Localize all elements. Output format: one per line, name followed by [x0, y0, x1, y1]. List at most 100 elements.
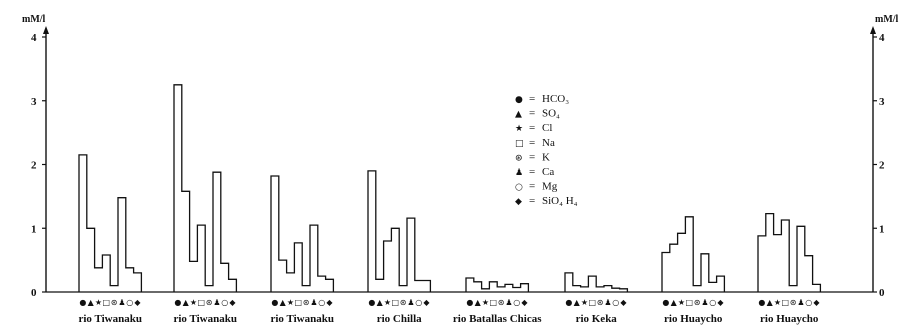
category-label: rio Huaycho — [760, 313, 819, 325]
bar-K — [789, 286, 797, 292]
legend-label: Cl — [542, 122, 552, 134]
bar-SO4 — [376, 279, 384, 292]
river-groups: ● ▲ ★ □ ⊛ ♟ ○ ◆rio Tiwanaku ● ▲ ★ □ ⊛ ♟ ○ ◆rio Tiwanaku… — [78, 84, 822, 325]
ion-marker-Mg: ○ — [612, 298, 619, 307]
legend-item-HCO3: ● = HCO₃ — [515, 93, 569, 105]
group-6: ● ▲ ★ □ ⊛ ♟ ○ ◆rio Keka — [564, 272, 629, 325]
ion-marker-K: ⊛ — [498, 298, 505, 307]
ion-marker-Na: □ — [589, 298, 597, 307]
bar-Cl — [581, 287, 589, 292]
legend-item-Cl: ★ = Cl — [515, 122, 552, 134]
bar-SiO4H4 — [521, 284, 529, 292]
legend-label: Ca — [542, 166, 554, 178]
ion-marker-Cl: ★ — [95, 298, 102, 307]
right-tick-label: 3 — [879, 96, 885, 108]
right-y-axis-unit: mM/l — [875, 14, 899, 25]
group-outline — [757, 212, 822, 292]
group-3: ● ▲ ★ □ ⊛ ♟ ○ ◆ rio Tiwanaku — [270, 175, 335, 325]
legend-label: SO₄ — [542, 108, 560, 120]
legend-label: Na — [542, 137, 555, 149]
ion-marker-Ca: ♟ — [118, 298, 125, 307]
ion-marker-Ca: ♟ — [505, 298, 512, 307]
bar-SO4 — [766, 214, 774, 292]
bar-SiO4H4 — [326, 279, 334, 292]
ion-marker-SiO4H4: ◆ — [229, 298, 236, 307]
right-y-axis: mM/l 0 1 2 3 4 — [870, 14, 899, 299]
group-8: ● ▲ ★ □ ⊛ ♟ ○ ◆ rio Huaycho — [757, 212, 822, 325]
bar-Mg — [221, 263, 229, 292]
ion-marker-Na: □ — [490, 298, 498, 307]
ion-marker-Mg: ○ — [805, 298, 812, 307]
ion-marker-Ca: ♟ — [310, 298, 317, 307]
ion-marker-Mg: ○ — [415, 298, 422, 307]
bar-Cl — [95, 268, 103, 292]
legend-item-SO4: ▲ = SO₄ — [515, 108, 560, 120]
legend-item-Mg: ○ = Mg — [515, 181, 558, 193]
bar-SiO4H4 — [813, 284, 821, 292]
bar-HCO3 — [662, 252, 670, 292]
bar-Ca — [407, 218, 415, 292]
ion-marker-K: ⊛ — [303, 298, 310, 307]
bar-HCO3 — [466, 278, 474, 292]
legend-item-K: ⊛ = K — [515, 151, 550, 163]
right-tick-label: 4 — [879, 32, 885, 44]
legend-item-SiO4H4: ◆ = SiO₄ H₄ — [515, 195, 578, 207]
bar-Mg — [415, 281, 423, 292]
legend-symbol: ○ — [515, 183, 523, 193]
bar-Cl — [384, 241, 392, 292]
group-1: ● ▲ ★ □ ⊛ ♟ ○ ◆ rio Tiwanaku — [78, 154, 143, 325]
bar-SO4 — [87, 228, 95, 292]
bar-K — [205, 286, 213, 292]
bar-Cl — [678, 233, 686, 292]
left-axis-arrow — [43, 26, 49, 34]
group-5: ● ▲ ★ □ ⊛ ♟ ○ ◆ rio Batallas Chicas — [453, 277, 542, 325]
bar-Na — [102, 255, 110, 292]
left-tick-label: 4 — [31, 32, 37, 44]
legend-symbol: ◆ — [515, 197, 522, 207]
legend-symbol: ▲ — [515, 110, 522, 120]
legend-equals: = — [529, 108, 535, 120]
bar-SiO4H4 — [423, 281, 431, 292]
bar-SO4 — [670, 244, 678, 292]
ion-marker-Ca: ♟ — [797, 298, 804, 307]
group-outline — [367, 170, 432, 292]
right-tick-label: 1 — [879, 223, 885, 235]
bar-HCO3 — [565, 273, 573, 292]
ion-marker-SO4: ▲ — [280, 298, 287, 307]
ion-marker-SO4: ▲ — [377, 298, 384, 307]
ion-marker-SO4: ▲ — [574, 298, 581, 307]
ion-marker-Mg: ○ — [709, 298, 716, 307]
legend-label: SiO₄ H₄ — [542, 195, 578, 207]
ion-marker-Mg: ○ — [221, 298, 228, 307]
bar-Ca — [310, 225, 318, 292]
legend: ● = HCO₃ ▲ = SO₄ ★ = Cl □ = Na ⊛ = K ♟ = Ca ○ = Mg ◆ = SiO₄ H₄ — [515, 93, 578, 207]
ion-marker-Na: □ — [782, 298, 790, 307]
ion-marker-Ca: ♟ — [213, 298, 220, 307]
ion-marker-Cl: ★ — [581, 298, 588, 307]
ion-marker-SiO4H4: ◆ — [326, 298, 333, 307]
bar-Na — [294, 243, 302, 292]
ion-marker-SiO4H4: ◆ — [717, 298, 724, 307]
bar-Cl — [287, 273, 295, 292]
ion-marker-Cl: ★ — [774, 298, 781, 307]
bar-Mg — [805, 256, 813, 292]
group-7: ● ▲ ★ □ ⊛ ♟ ○ ◆ rio Huaycho — [661, 216, 726, 325]
bar-Ca — [505, 284, 513, 292]
legend-item-Ca: ♟ = Ca — [515, 166, 554, 178]
ion-marker-Cl: ★ — [678, 298, 685, 307]
ion-marker-HCO3: ● — [466, 298, 473, 307]
ion-marker-HCO3: ● — [662, 298, 669, 307]
left-y-ticks: 0 1 2 3 4 — [31, 32, 46, 299]
bar-Ca — [118, 198, 126, 292]
ion-marker-SO4: ▲ — [671, 298, 678, 307]
legend-item-Na: □ = Na — [515, 137, 555, 149]
bar-Mg — [318, 276, 326, 292]
ion-marker-SiO4H4: ◆ — [521, 298, 528, 307]
bar-Cl — [774, 235, 782, 292]
ion-marker-HCO3: ● — [174, 298, 181, 307]
ion-marker-K: ⊛ — [597, 298, 604, 307]
legend-symbol: ⊛ — [515, 153, 523, 163]
bar-HCO3 — [271, 176, 279, 292]
ion-marker-SO4: ▲ — [475, 298, 482, 307]
ion-marker-Cl: ★ — [482, 298, 489, 307]
